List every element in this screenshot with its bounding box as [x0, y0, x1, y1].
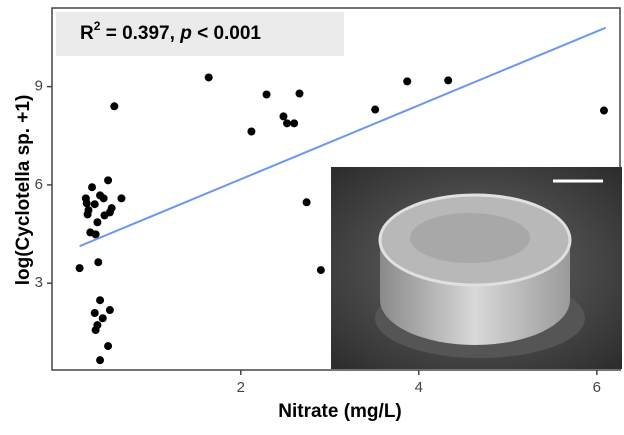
point [93, 218, 102, 227]
point [91, 230, 100, 239]
point [444, 76, 453, 85]
annotation-box [56, 12, 344, 56]
x-tick-label: 4 [415, 379, 423, 396]
point [82, 199, 91, 208]
point [105, 306, 114, 315]
point [91, 326, 100, 335]
point [75, 264, 84, 273]
point [599, 106, 608, 115]
point [110, 102, 119, 111]
point [105, 208, 114, 217]
point [247, 127, 256, 136]
point [295, 89, 304, 98]
point [117, 194, 126, 203]
point [290, 119, 299, 128]
point [104, 342, 113, 351]
point [403, 77, 412, 86]
point [204, 73, 213, 82]
point [98, 314, 107, 323]
point [90, 200, 99, 209]
point [279, 112, 288, 121]
y-tick-label: 9 [35, 78, 43, 95]
x-tick-label: 6 [593, 379, 601, 396]
y-axis-label: log(Cyclotella sp. +1) [13, 95, 34, 286]
point [316, 266, 325, 275]
point [283, 119, 292, 128]
point [262, 90, 271, 99]
point [96, 296, 105, 305]
point [88, 183, 97, 192]
annotation: R2 = 0.397, p < 0.001 [80, 19, 261, 44]
x-axis-label: Nitrate (mg/L) [278, 401, 402, 422]
point [83, 210, 92, 219]
point [99, 194, 108, 203]
point [90, 308, 99, 317]
point [96, 356, 105, 365]
point [94, 258, 103, 267]
point [371, 105, 380, 114]
point [302, 198, 311, 207]
inset-image [331, 167, 622, 369]
x-tick-label: 2 [237, 379, 245, 396]
fit-line [79, 26, 607, 248]
y-tick-label: 6 [35, 176, 43, 193]
point [104, 176, 113, 185]
y-tick-label: 3 [35, 274, 43, 291]
